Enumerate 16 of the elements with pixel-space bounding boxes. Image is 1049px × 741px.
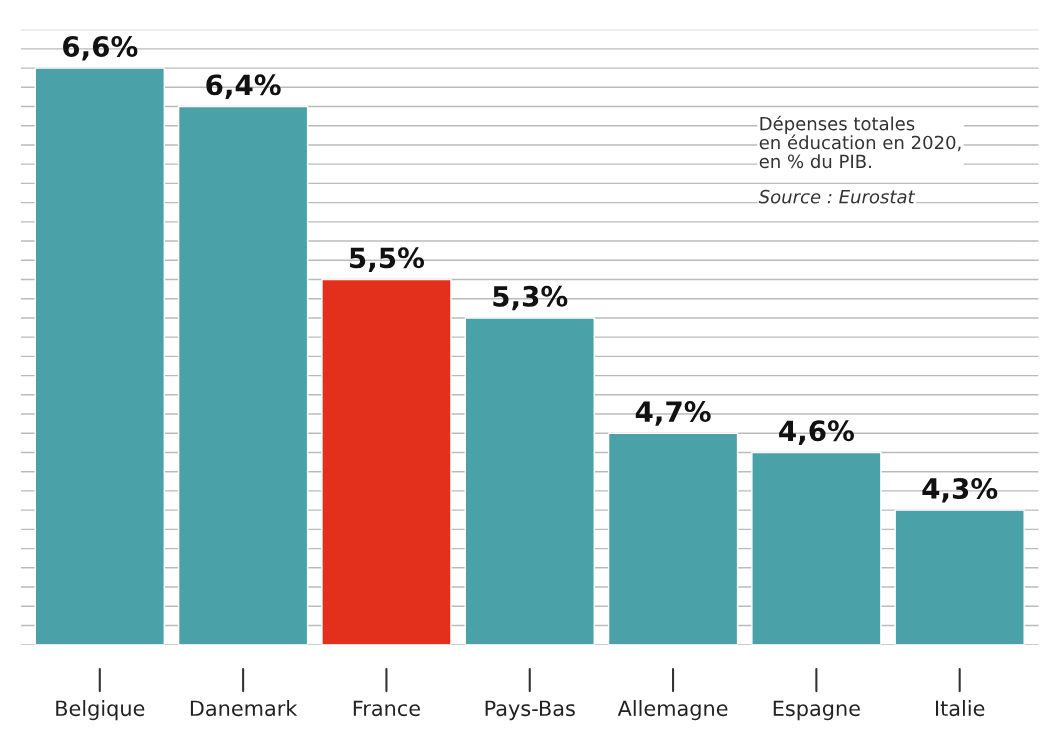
annotation: Source : Eurostat	[758, 189, 916, 204]
data-label: 5,3%	[493, 285, 568, 311]
data-label: 4,7%	[635, 401, 711, 426]
annotation: Dépenses totales en éducation en 2020, en % du PIB.	[759, 115, 961, 169]
data-label: 5,5%	[350, 247, 425, 272]
data-label: 6,4%	[206, 74, 281, 99]
x-tick-label: Danemark	[190, 700, 298, 717]
data-label: 6,6%	[63, 35, 138, 61]
x-tick-label: France	[353, 700, 420, 717]
x-tick-label: Belgique	[56, 700, 145, 721]
data-label: 4,6%	[779, 420, 855, 445]
x-tick-label: Allemagne	[617, 700, 728, 721]
x-tick-label: Espagne	[773, 700, 860, 721]
data-label: 4,3%	[922, 477, 998, 503]
x-tick-label: Italie	[935, 700, 985, 717]
x-tick-label: Pays-Bas	[485, 700, 575, 721]
